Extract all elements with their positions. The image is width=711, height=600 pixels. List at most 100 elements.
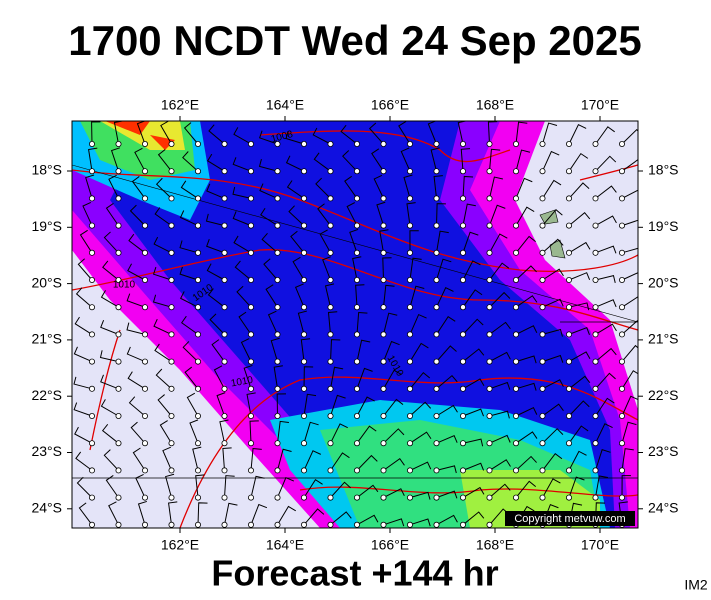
lon-label: 166°E bbox=[371, 537, 409, 553]
wind-barb bbox=[224, 502, 238, 525]
station bbox=[459, 440, 466, 447]
wind-barb bbox=[489, 233, 508, 254]
wind-barb bbox=[383, 284, 395, 308]
station bbox=[353, 358, 360, 365]
station bbox=[433, 249, 440, 256]
wind-barb bbox=[489, 351, 511, 363]
station bbox=[459, 249, 466, 256]
wind-barb bbox=[349, 228, 359, 253]
station bbox=[300, 358, 307, 365]
wind-barb bbox=[100, 320, 119, 335]
station bbox=[327, 276, 334, 283]
station bbox=[433, 412, 440, 419]
wind-barb bbox=[462, 231, 479, 253]
station bbox=[353, 249, 360, 256]
wind-barb bbox=[285, 131, 305, 145]
station bbox=[115, 440, 122, 447]
wind-barb bbox=[250, 447, 262, 471]
station bbox=[247, 222, 254, 229]
wind-barb bbox=[383, 369, 402, 390]
wind-barb bbox=[276, 393, 286, 417]
lat-label: 24°S bbox=[648, 500, 679, 516]
station bbox=[380, 195, 387, 202]
station bbox=[619, 168, 626, 175]
wind-barb bbox=[383, 398, 404, 417]
station bbox=[221, 195, 228, 202]
wind-barb bbox=[436, 258, 452, 281]
station bbox=[115, 276, 122, 283]
wind-barb bbox=[108, 174, 119, 199]
station bbox=[566, 168, 573, 175]
wind-barb bbox=[155, 177, 172, 199]
wind-barb bbox=[234, 260, 252, 281]
station bbox=[513, 331, 520, 338]
wind-barb bbox=[128, 396, 146, 417]
wind-barb bbox=[595, 323, 617, 335]
wind-barb bbox=[300, 338, 311, 362]
wind-barb bbox=[73, 402, 93, 417]
wind-barb bbox=[409, 230, 419, 253]
station bbox=[221, 358, 228, 365]
wind-barb bbox=[515, 455, 537, 471]
station bbox=[566, 222, 573, 229]
station bbox=[592, 222, 599, 229]
wind-barb bbox=[568, 375, 591, 390]
wind-barb bbox=[154, 343, 172, 363]
wind-barb bbox=[489, 459, 511, 471]
station bbox=[539, 276, 546, 283]
station bbox=[539, 168, 546, 175]
station bbox=[513, 467, 520, 474]
wind-barb bbox=[489, 483, 511, 498]
wind-barb bbox=[568, 400, 590, 417]
station bbox=[592, 412, 599, 419]
station bbox=[406, 304, 413, 311]
wind-barb bbox=[330, 394, 346, 417]
station bbox=[168, 222, 175, 229]
station bbox=[566, 276, 573, 283]
station bbox=[115, 412, 122, 419]
wind-barb bbox=[322, 256, 331, 281]
station bbox=[486, 195, 493, 202]
wind-barb bbox=[103, 449, 119, 471]
wind-barb bbox=[436, 230, 449, 253]
station bbox=[380, 331, 387, 338]
station bbox=[327, 358, 334, 365]
station bbox=[566, 440, 573, 447]
station bbox=[486, 331, 493, 338]
station bbox=[141, 222, 148, 229]
wind-barb bbox=[383, 518, 405, 527]
wind-barb bbox=[131, 176, 146, 199]
station bbox=[513, 276, 520, 283]
station bbox=[247, 331, 254, 338]
station bbox=[141, 358, 148, 365]
wind-barb bbox=[267, 310, 278, 335]
wind-barb bbox=[342, 150, 358, 172]
wind-barb bbox=[259, 183, 278, 199]
station bbox=[168, 521, 175, 528]
wind-barb bbox=[515, 431, 538, 444]
station bbox=[433, 222, 440, 229]
station bbox=[247, 385, 254, 392]
station bbox=[274, 467, 281, 474]
map-axes: 162°E 162°E 164°E 164°E 166°E 166°E 168°E 168°E… bbox=[31, 97, 678, 553]
wind-barb bbox=[249, 420, 259, 444]
wind-barb bbox=[515, 206, 535, 226]
station bbox=[513, 385, 520, 392]
wind-barb bbox=[595, 245, 617, 254]
lat-label: 22°S bbox=[31, 387, 62, 403]
wind-barb bbox=[181, 315, 199, 335]
lat-label: 20°S bbox=[648, 274, 679, 290]
wind-barb bbox=[277, 448, 292, 471]
wind-barb bbox=[356, 367, 373, 389]
station bbox=[433, 358, 440, 365]
lon-label: 170°E bbox=[581, 537, 619, 553]
station bbox=[486, 140, 493, 147]
wind-barb bbox=[303, 508, 325, 526]
wind-barb bbox=[595, 397, 615, 417]
wind-barb bbox=[73, 376, 93, 390]
station bbox=[327, 412, 334, 419]
wind-barb bbox=[258, 130, 278, 145]
wind-barb bbox=[433, 175, 443, 199]
wind-barb bbox=[265, 284, 278, 308]
